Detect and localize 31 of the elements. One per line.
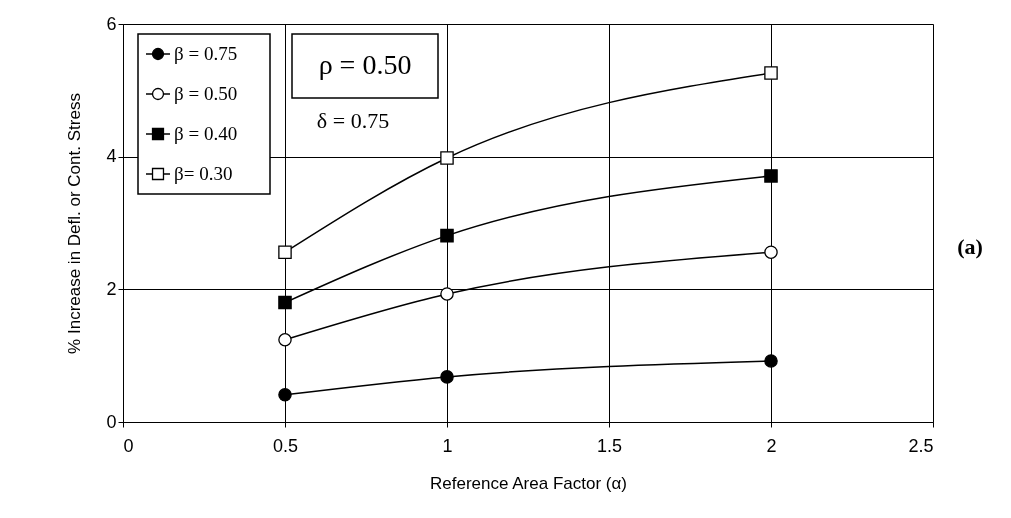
x-tick-label: 0 (123, 435, 134, 456)
x-tick-label: 1.5 (596, 435, 623, 456)
annotation: ρ = 0.50 (318, 49, 412, 80)
point (764, 354, 778, 368)
point (764, 169, 778, 183)
point (764, 66, 778, 80)
point (764, 245, 778, 259)
y-tick-label: 2 (106, 278, 117, 299)
x-tick-label: 2 (766, 435, 777, 456)
x-tick-label: 2.5 (908, 435, 934, 456)
point (278, 388, 292, 402)
y-tick-label: 0 (106, 411, 117, 432)
point (278, 245, 292, 259)
point (440, 228, 454, 243)
x-axis-title: Reference Area Factor (α) (430, 473, 627, 493)
legend-label: β= 0.30 (174, 163, 233, 184)
legend-label: β = 0.50 (174, 83, 238, 104)
y-tick-label: 4 (106, 146, 117, 167)
point (278, 332, 292, 347)
point (440, 287, 454, 301)
text: (a) (957, 234, 983, 259)
x-tick-label: 1 (442, 435, 453, 456)
point (278, 295, 292, 310)
point (440, 151, 454, 165)
y-tick-label: 6 (106, 13, 117, 34)
x-tick-label: 0.5 (272, 435, 299, 456)
legend-label: β = 0.40 (174, 123, 238, 144)
point (440, 370, 454, 384)
legend-label: β = 0.75 (174, 43, 238, 64)
annotation: δ = 0.75 (316, 108, 390, 133)
y-axis-title: % Increase in Defl. or Cont. Stress (65, 93, 85, 354)
